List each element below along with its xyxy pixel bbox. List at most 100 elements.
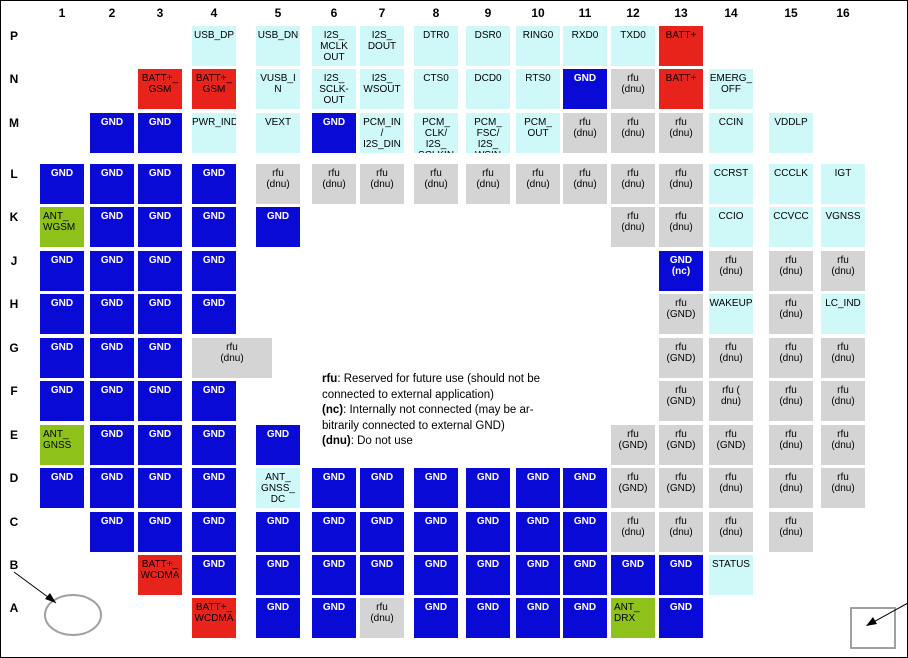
pad-P12: TXD0: [611, 26, 655, 66]
pad-K2: GND: [90, 207, 134, 247]
row-label-C: C: [9, 515, 19, 529]
pad-E13: rfu (GND): [659, 425, 703, 465]
pin1-marker-arrowhead: [45, 593, 56, 603]
pad-L11: rfu (dnu): [563, 164, 607, 204]
row-label-P: P: [9, 29, 18, 43]
pad-G1: GND: [40, 338, 84, 378]
pad-P4: USB_DP: [192, 26, 236, 66]
column-label-15: 15: [784, 6, 798, 20]
pad-B8: GND: [414, 555, 458, 595]
pad-C4: GND: [192, 512, 236, 552]
pad-E3: GND: [138, 425, 182, 465]
pad-J16: rfu (dnu): [821, 251, 865, 291]
pad-D12: rfu (GND): [611, 468, 655, 508]
pad-H14: WAKEUP: [709, 294, 753, 334]
row-label-J: J: [10, 254, 18, 268]
pad-K1: ANT_ WGSM: [40, 207, 84, 247]
row-label-E: E: [9, 428, 18, 442]
row-label-D: D: [9, 471, 19, 485]
pad-H2: GND: [90, 294, 134, 334]
column-label-4: 4: [210, 6, 218, 20]
column-label-8: 8: [432, 6, 440, 20]
row-label-H: H: [9, 297, 19, 311]
pad-H13: rfu (GND): [659, 294, 703, 334]
pad-D7: GND: [360, 468, 404, 508]
pad-M8: PCM_ CLK/ I2S_ SCLKIN: [414, 113, 458, 153]
pad-A10: GND: [516, 598, 560, 638]
pad-G14: rfu (dnu): [709, 338, 753, 378]
pad-N7: I2S_ WSOUT: [360, 69, 404, 109]
pad-F1: GND: [40, 381, 84, 421]
pad-N6: I2S_ SCLK- OUT: [312, 69, 356, 109]
pad-C3: GND: [138, 512, 182, 552]
pad-L7: rfu (dnu): [360, 164, 404, 204]
pad-D5: ANT_ GNSS_ DC: [256, 468, 300, 508]
pad-N12: rfu (dnu): [611, 69, 655, 109]
pad-D1: GND: [40, 468, 84, 508]
pad-J14: rfu (dnu): [709, 251, 753, 291]
pad-B12: GND: [611, 555, 655, 595]
pad-K12: rfu (dnu): [611, 207, 655, 247]
pin1-marker-ellipse: [44, 594, 102, 636]
corner-marker-arrowhead: [866, 617, 877, 626]
pad-E14: rfu (GND): [709, 425, 753, 465]
pad-E15: rfu (dnu): [769, 425, 813, 465]
pad-G4: rfu (dnu): [192, 338, 272, 378]
pad-H15: rfu (dnu): [769, 294, 813, 334]
pad-C9: GND: [466, 512, 510, 552]
pad-K15: CCVCC: [769, 207, 813, 247]
pad-C14: rfu (dnu): [709, 512, 753, 552]
row-label-A: A: [9, 601, 19, 615]
pad-F4: GND: [192, 381, 236, 421]
column-label-5: 5: [274, 6, 282, 20]
pad-D3: GND: [138, 468, 182, 508]
pad-E2: GND: [90, 425, 134, 465]
column-label-11: 11: [578, 6, 592, 20]
pad-M14: CCIN: [709, 113, 753, 153]
pad-L3: GND: [138, 164, 182, 204]
column-label-2: 2: [108, 6, 116, 20]
pad-N3: BATT+_ GSM: [138, 69, 182, 109]
pad-N13: BATT+: [659, 69, 703, 109]
row-label-N: N: [9, 72, 19, 86]
pad-J13: GND (nc): [659, 251, 703, 291]
column-label-6: 6: [330, 6, 338, 20]
corner-marker-square: [850, 607, 896, 649]
pad-L2: GND: [90, 164, 134, 204]
pad-M15: VDDLP: [769, 113, 813, 153]
pad-L5: rfu (dnu): [256, 164, 300, 204]
pad-L8: rfu (dnu): [414, 164, 458, 204]
pad-D4: GND: [192, 468, 236, 508]
pad-L13: rfu (dnu): [659, 164, 703, 204]
pad-B14: STATUS: [709, 555, 753, 595]
pad-D13: rfu (GND): [659, 468, 703, 508]
pad-D9: GND: [466, 468, 510, 508]
pad-L16: IGT: [821, 164, 865, 204]
pad-H4: GND: [192, 294, 236, 334]
pad-B10: GND: [516, 555, 560, 595]
pad-A11: GND: [563, 598, 607, 638]
pad-C2: GND: [90, 512, 134, 552]
pad-K3: GND: [138, 207, 182, 247]
pad-M3: GND: [138, 113, 182, 153]
pad-A8: GND: [414, 598, 458, 638]
pad-P13: BATT+: [659, 26, 703, 66]
column-label-1: 1: [58, 6, 66, 20]
pad-H16: LC_IND: [821, 294, 865, 334]
pad-K14: CCIO: [709, 207, 753, 247]
pad-A9: GND: [466, 598, 510, 638]
pad-F16: rfu (dnu): [821, 381, 865, 421]
pad-M10: PCM_ OUT: [516, 113, 560, 153]
pad-M9: PCM_ FSC/ I2S_ WSIN: [466, 113, 510, 153]
pad-B5: GND: [256, 555, 300, 595]
pad-G15: rfu (dnu): [769, 338, 813, 378]
pad-N9: DCD0: [466, 69, 510, 109]
pad-L14: CCRST: [709, 164, 753, 204]
pad-F2: GND: [90, 381, 134, 421]
pad-J15: rfu (dnu): [769, 251, 813, 291]
pad-C5: GND: [256, 512, 300, 552]
pad-K16: VGNSS: [821, 207, 865, 247]
pad-M11: rfu (dnu): [563, 113, 607, 153]
row-label-L: L: [10, 167, 18, 181]
